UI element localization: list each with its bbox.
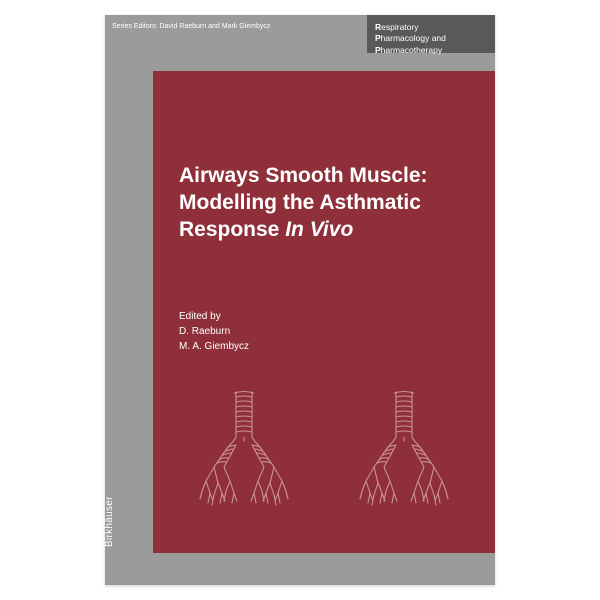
editors-block: Edited by D. Raeburn M. A. Giembycz bbox=[179, 309, 249, 354]
bronchus-icon-left bbox=[198, 389, 290, 511]
book-cover: Series Editors: David Raeburn and Mark G… bbox=[105, 15, 495, 585]
series-line-1: Respiratory bbox=[375, 22, 487, 33]
title-line-2: Modelling the Asthmatic bbox=[179, 191, 421, 214]
book-title: Airways Smooth Muscle: Modelling the Ast… bbox=[179, 163, 475, 244]
publisher-label: Birkhäuser bbox=[104, 496, 115, 547]
edited-by-label: Edited by bbox=[179, 309, 249, 324]
editor-2: M. A. Giembycz bbox=[179, 339, 249, 354]
editor-1: D. Raeburn bbox=[179, 324, 249, 339]
title-line-1: Airways Smooth Muscle: bbox=[179, 164, 428, 187]
series-line-2: Pharmacology and bbox=[375, 33, 487, 44]
title-block: Airways Smooth Muscle: Modelling the Ast… bbox=[179, 163, 475, 244]
top-bar: Series Editors: David Raeburn and Mark G… bbox=[105, 15, 495, 53]
series-editors-label: Series Editors: David Raeburn and Mark G… bbox=[105, 15, 367, 53]
title-line-3a: Response bbox=[179, 218, 285, 241]
series-name-box: Respiratory Pharmacology and Pharmacothe… bbox=[367, 15, 495, 53]
title-line-3b: In Vivo bbox=[285, 218, 353, 241]
series-line-3: Pharmacotherapy bbox=[375, 45, 487, 56]
bronchus-icon-right bbox=[358, 389, 450, 511]
bronchi-illustration-pair bbox=[153, 389, 495, 511]
main-panel: Airways Smooth Muscle: Modelling the Ast… bbox=[153, 71, 495, 553]
